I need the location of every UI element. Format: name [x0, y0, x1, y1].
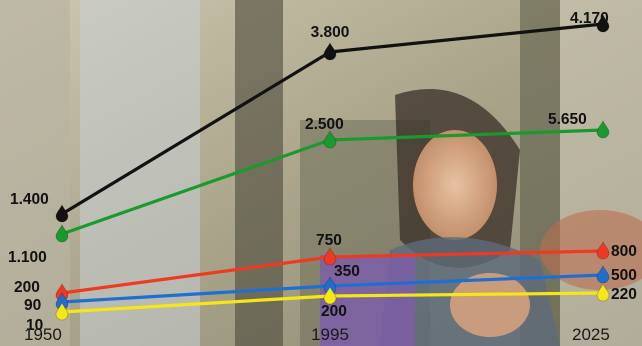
x-tick-label-0: 1950 — [24, 325, 62, 344]
data-label-0-1: 3.800 — [311, 24, 350, 41]
data-point-4-0 — [55, 302, 69, 321]
data-label-1-1: 2.500 — [305, 116, 344, 133]
data-label-3-0: 90 — [24, 297, 41, 314]
x-tick-label-1: 1995 — [311, 325, 349, 344]
data-label-3-2: 500 — [611, 267, 637, 284]
data-point-4-2 — [596, 283, 610, 302]
data-point-3-2 — [596, 265, 610, 284]
data-point-2-2 — [596, 241, 610, 260]
data-label-2-1: 750 — [316, 232, 342, 249]
data-point-0-0 — [55, 204, 69, 223]
data-label-2-2: 800 — [611, 243, 637, 260]
data-label-1-0: 1.100 — [8, 249, 47, 266]
data-label-2-0: 200 — [14, 279, 40, 296]
data-point-1-2 — [596, 120, 610, 139]
data-label-0-2: 4.170 — [570, 10, 609, 27]
data-label-4-0: 10 — [26, 317, 43, 334]
data-label-1-2: 5.650 — [548, 111, 587, 128]
data-point-1-1 — [323, 130, 337, 149]
data-point-4-1 — [323, 286, 337, 305]
data-label-4-1: 200 — [321, 303, 347, 320]
x-tick-label-2: 2025 — [572, 325, 610, 344]
data-point-2-1 — [323, 247, 337, 266]
data-point-0-2 — [596, 14, 610, 33]
data-label-4-2: 220 — [611, 286, 637, 303]
data-label-3-1: 350 — [334, 263, 360, 280]
data-label-0-0: 1.400 — [10, 191, 49, 208]
data-point-0-1 — [323, 42, 337, 61]
data-point-1-0 — [55, 224, 69, 243]
